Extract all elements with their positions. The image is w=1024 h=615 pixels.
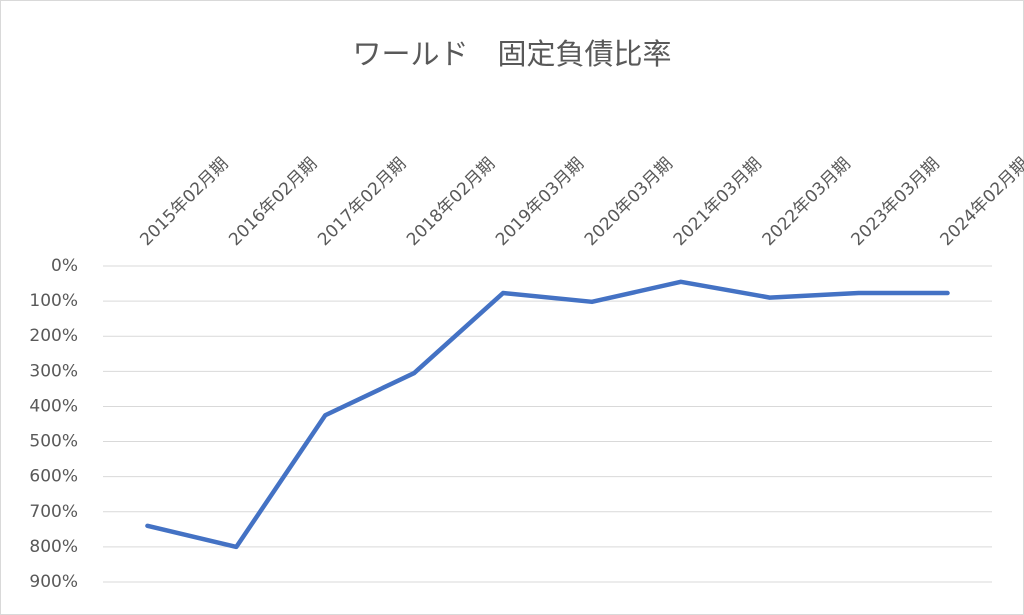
y-tick-label: 700% [29, 502, 78, 522]
line-series [145, 279, 950, 550]
y-tick-label: 600% [29, 467, 78, 487]
y-tick-label: 100% [29, 291, 78, 311]
y-tick-label: 200% [29, 326, 78, 346]
y-tick-label: 0% [51, 256, 78, 276]
chart-title: ワールド 固定負債比率 [352, 37, 671, 71]
y-tick-label: 400% [29, 396, 78, 416]
y-tick-label: 500% [29, 432, 78, 452]
y-tick-label: 800% [29, 537, 78, 557]
y-tick-label: 300% [29, 361, 78, 381]
y-tick-label: 900% [29, 572, 78, 592]
